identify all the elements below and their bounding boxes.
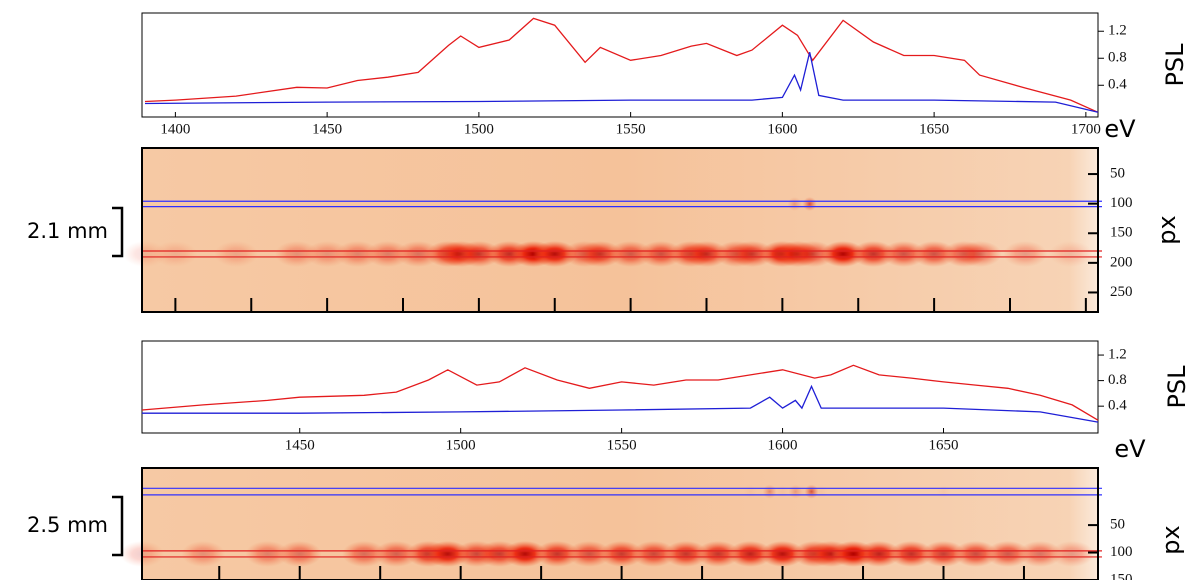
scale-bracket [112,206,124,258]
x-tick-label: 1650 [919,121,949,137]
y-tick-label: 50 [1110,165,1125,181]
image-spot [787,196,802,211]
y-tick-label: 0.4 [1108,398,1127,414]
image-spot [802,196,817,211]
series-line [141,364,1099,421]
image-frame [141,147,1099,313]
plot-frame [141,12,1099,118]
y-tick-label: 100 [1110,195,1133,211]
image-spot [1003,240,1048,267]
image-frame [141,467,1099,580]
detector-image [142,148,1098,312]
image-spot [532,240,577,267]
x-tick-label: 1700 [1071,121,1101,137]
image-spot [599,540,644,567]
image-spot [342,540,387,567]
x-tick-label: 1600 [768,437,798,453]
image-spot [696,540,741,567]
scale-annotation: 2.5 mm [27,513,108,537]
image-spot [214,240,259,267]
image-spot [889,540,934,567]
image-spot [936,484,951,499]
image-spot [814,484,829,499]
image-spot [374,540,419,567]
x-tick-label: 1500 [464,121,494,137]
y-axis-label: px [1153,215,1181,244]
image-spot [762,484,777,499]
image-spot [985,540,1030,567]
image-spot [638,240,683,267]
image-spot [684,240,729,267]
y-tick-label: 200 [1110,254,1133,270]
image-spot [728,540,773,567]
image-spot [123,240,168,267]
image-spot [912,240,957,267]
x-tick-label: 1450 [312,121,342,137]
y-tick-label: 100 [1110,544,1133,560]
plot-frame [141,340,1099,434]
image-spot [503,540,548,567]
series-line [144,17,1099,113]
x-tick-label: 1550 [616,121,646,137]
y-tick-label: 1.2 [1108,346,1127,362]
image-spot [821,240,866,267]
image-spot [881,240,926,267]
image-spot [567,540,612,567]
x-tick-label: 1500 [446,437,476,453]
y-tick-label: 50 [1110,517,1125,533]
x-tick-label: 1450 [285,437,315,453]
image-spot [730,240,775,267]
x-axis-label: eV [1104,115,1136,143]
y-tick-label: 150 [1110,571,1133,580]
y-tick-label: 150 [1110,225,1133,241]
x-tick-label: 1550 [607,437,637,453]
image-spot [365,240,410,267]
image-spot [578,240,623,267]
x-tick-label: 1650 [928,437,958,453]
image-spot [921,540,966,567]
y-tick-label: 1.2 [1108,23,1127,39]
image-spot [396,240,441,267]
image-spot [277,540,322,567]
image-spot [957,240,1002,267]
image-spot [1018,540,1063,567]
image-spot [775,484,790,499]
y-tick-label: 0.4 [1108,77,1127,93]
image-spot [631,540,676,567]
scale-annotation: 2.1 mm [27,219,108,243]
image-spot [456,240,501,267]
image-spot [953,540,998,567]
image-spot [1050,540,1095,567]
y-tick-label: 0.8 [1108,50,1127,66]
x-tick-label: 1400 [160,121,190,137]
image-spot [663,540,708,567]
series-line [142,384,1099,423]
image-spot [245,540,290,567]
scale-bracket [112,495,124,557]
y-tick-label: 0.8 [1108,372,1127,388]
y-tick-label: 250 [1110,284,1133,300]
image-spot [851,240,896,267]
image-spot [743,484,758,499]
image-spot [857,540,902,567]
y-axis-label: PSL [1163,365,1191,409]
y-axis-label: PSL [1161,43,1189,87]
image-spot [335,240,380,267]
image-spot [535,540,580,567]
x-tick-label: 1600 [767,121,797,137]
image-spot [790,240,835,267]
image-spot [274,240,319,267]
image-spot [760,540,805,567]
image-spot [1048,240,1093,267]
series-line [144,52,1099,113]
image-spot [181,540,226,567]
y-axis-label: px [1157,525,1185,554]
x-axis-label: eV [1114,435,1146,463]
image-spot [608,240,653,267]
image-spot [305,240,350,267]
image-spot [153,240,198,267]
